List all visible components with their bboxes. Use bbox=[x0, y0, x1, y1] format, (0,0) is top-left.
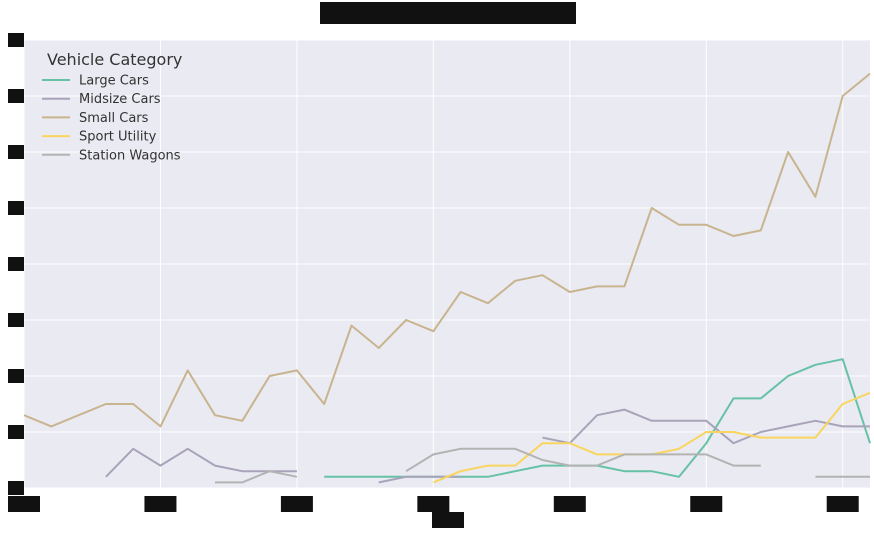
x-tick-redaction bbox=[553, 496, 586, 512]
series-line-midsize-cars bbox=[105, 447, 297, 478]
legend-label-station-wagons: Station Wagons bbox=[79, 148, 181, 163]
x-tick-redactions bbox=[8, 496, 859, 512]
legend-label-sport-utility: Sport Utility bbox=[79, 130, 157, 145]
legend-label-large-cars: Large Cars bbox=[79, 74, 149, 89]
legend-label-midsize-cars: Midsize Cars bbox=[79, 92, 161, 107]
y-tick-redactions bbox=[8, 33, 24, 495]
x-tick-redaction bbox=[280, 496, 313, 512]
legend: Vehicle Category Large Cars Midsize Cars S… bbox=[42, 50, 182, 163]
x-tick-redaction bbox=[826, 496, 859, 512]
xlabel-redaction bbox=[432, 512, 464, 528]
y-tick-redaction bbox=[8, 481, 24, 495]
y-tick-redaction bbox=[8, 369, 24, 383]
x-tick-redaction bbox=[690, 496, 723, 512]
x-tick-redaction bbox=[144, 496, 177, 512]
y-tick-redaction bbox=[8, 33, 24, 47]
y-tick-redaction bbox=[8, 425, 24, 439]
series-lines bbox=[23, 72, 871, 484]
y-tick-redaction bbox=[8, 257, 24, 271]
title-redaction bbox=[320, 2, 576, 24]
series-line-small-cars bbox=[23, 72, 871, 428]
legend-title: Vehicle Category bbox=[47, 50, 182, 69]
y-tick-redaction bbox=[8, 89, 24, 103]
legend-label-small-cars: Small Cars bbox=[79, 111, 149, 126]
y-tick-redaction bbox=[8, 145, 24, 159]
y-tick-redaction bbox=[8, 201, 24, 215]
series-line-midsize-cars bbox=[542, 408, 870, 445]
redactions bbox=[8, 2, 859, 528]
y-tick-redaction bbox=[8, 313, 24, 327]
series-line-station-wagons bbox=[215, 470, 298, 484]
series-line-station-wagons bbox=[405, 447, 761, 473]
x-tick-redaction bbox=[417, 496, 450, 512]
x-tick-redaction bbox=[8, 496, 40, 512]
